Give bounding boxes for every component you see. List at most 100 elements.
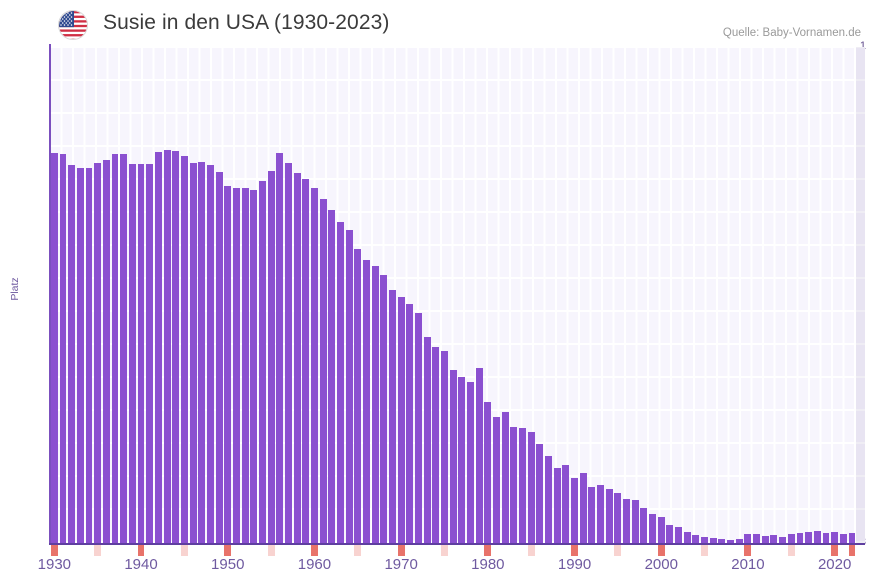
bar-1979[interactable] — [475, 368, 483, 543]
bar-1971[interactable] — [406, 304, 414, 543]
bar-1969[interactable] — [389, 290, 396, 543]
bar-1988[interactable] — [553, 468, 561, 543]
bar-1947[interactable] — [198, 162, 206, 543]
bar-1973[interactable] — [423, 337, 431, 543]
bar-2004[interactable] — [692, 535, 700, 543]
bar-1944[interactable] — [172, 151, 180, 543]
bar-1934[interactable] — [85, 168, 93, 543]
bar-1946[interactable] — [189, 163, 197, 543]
bar-1945[interactable] — [180, 156, 188, 543]
bar-2002[interactable] — [675, 527, 683, 543]
x-tick-1975 — [441, 545, 448, 556]
x-axis-tickmarks — [50, 545, 865, 556]
bar-2016[interactable] — [796, 533, 804, 543]
bar-1994[interactable] — [605, 489, 613, 543]
bar-2006[interactable] — [709, 538, 717, 543]
bar-1970[interactable] — [397, 297, 405, 543]
bar-1978[interactable] — [467, 382, 474, 543]
bar-2015[interactable] — [787, 534, 795, 543]
bar-1962[interactable] — [328, 210, 336, 543]
bar-2014[interactable] — [779, 537, 787, 543]
bar-1961[interactable] — [319, 199, 327, 543]
bar-1991[interactable] — [579, 473, 587, 543]
bar-1963[interactable] — [336, 222, 344, 543]
bar-1938[interactable] — [120, 154, 128, 543]
bar-1987[interactable] — [545, 456, 552, 543]
bar-1999[interactable] — [649, 514, 657, 543]
bar-1997[interactable] — [631, 500, 639, 543]
bar-1964[interactable] — [345, 230, 353, 543]
bar-1931[interactable] — [59, 154, 67, 543]
bar-2008[interactable] — [727, 540, 735, 543]
bar-2010[interactable] — [744, 534, 752, 543]
bar-2001[interactable] — [666, 525, 674, 543]
bar-1952[interactable] — [241, 188, 249, 543]
bar-1948[interactable] — [206, 165, 214, 543]
bar-1941[interactable] — [146, 164, 154, 543]
bar-1958[interactable] — [293, 173, 301, 543]
bar-2011[interactable] — [753, 534, 761, 543]
bar-2009[interactable] — [735, 539, 743, 543]
bar-1933[interactable] — [76, 168, 84, 543]
bar-1995[interactable] — [614, 493, 622, 543]
bar-1955[interactable] — [267, 171, 275, 543]
bar-1992[interactable] — [588, 487, 596, 543]
bar-1985[interactable] — [527, 432, 535, 543]
bar-2012[interactable] — [761, 536, 769, 543]
bar-1976[interactable] — [449, 370, 457, 543]
bar-2000[interactable] — [657, 517, 665, 543]
bar-1966[interactable] — [362, 260, 370, 543]
bar-1993[interactable] — [597, 485, 604, 543]
bar-1967[interactable] — [371, 266, 379, 543]
y-axis-title: Platz — [9, 277, 21, 301]
bar-1968[interactable] — [380, 275, 388, 543]
bar-1930[interactable] — [50, 153, 58, 543]
bar-1990[interactable] — [571, 478, 578, 543]
bar-2013[interactable] — [770, 535, 778, 543]
bar-1960[interactable] — [310, 188, 318, 543]
bar-1972[interactable] — [415, 313, 422, 543]
bar-1951[interactable] — [232, 188, 240, 543]
bar-2017[interactable] — [805, 532, 813, 543]
bar-1950[interactable] — [224, 186, 232, 543]
bar-1980[interactable] — [484, 402, 492, 543]
bar-2005[interactable] — [701, 537, 709, 543]
bar-1937[interactable] — [111, 154, 119, 543]
bar-1942[interactable] — [154, 152, 162, 543]
bar-1943[interactable] — [163, 150, 171, 543]
bar-1932[interactable] — [68, 165, 76, 543]
bar-1939[interactable] — [128, 164, 136, 543]
bar-1977[interactable] — [458, 377, 466, 543]
bar-1975[interactable] — [441, 351, 448, 543]
bar-2003[interactable] — [683, 532, 691, 543]
bar-1981[interactable] — [493, 417, 500, 543]
bar-1986[interactable] — [536, 444, 544, 543]
bar-1965[interactable] — [354, 249, 362, 543]
bar-1954[interactable] — [258, 181, 266, 543]
bar-2019[interactable] — [822, 533, 830, 543]
future-region-shade — [856, 47, 865, 543]
x-tick-1960 — [310, 545, 318, 556]
bar-1957[interactable] — [284, 163, 292, 543]
bar-1936[interactable] — [102, 160, 110, 543]
bar-2020[interactable] — [831, 532, 839, 543]
bar-1982[interactable] — [501, 412, 509, 543]
bar-2021[interactable] — [839, 534, 847, 543]
bar-2022[interactable] — [848, 533, 856, 543]
chart-header: Susie in den USA (1930-2023) Quelle: Bab… — [0, 0, 873, 47]
bar-1940[interactable] — [137, 164, 145, 543]
bar-1959[interactable] — [302, 179, 310, 543]
bar-1956[interactable] — [276, 153, 284, 543]
bar-1974[interactable] — [432, 347, 440, 543]
bar-2007[interactable] — [718, 539, 726, 543]
bar-2018[interactable] — [813, 531, 821, 543]
bar-1989[interactable] — [562, 465, 570, 543]
bar-1998[interactable] — [640, 508, 648, 543]
bar-1935[interactable] — [94, 163, 102, 543]
bar-1953[interactable] — [250, 190, 258, 543]
bar-1983[interactable] — [510, 427, 518, 543]
bar-1949[interactable] — [215, 172, 223, 543]
x-axis-label-1990: 1990 — [557, 556, 592, 573]
bar-1984[interactable] — [519, 428, 526, 543]
bar-1996[interactable] — [623, 499, 631, 543]
